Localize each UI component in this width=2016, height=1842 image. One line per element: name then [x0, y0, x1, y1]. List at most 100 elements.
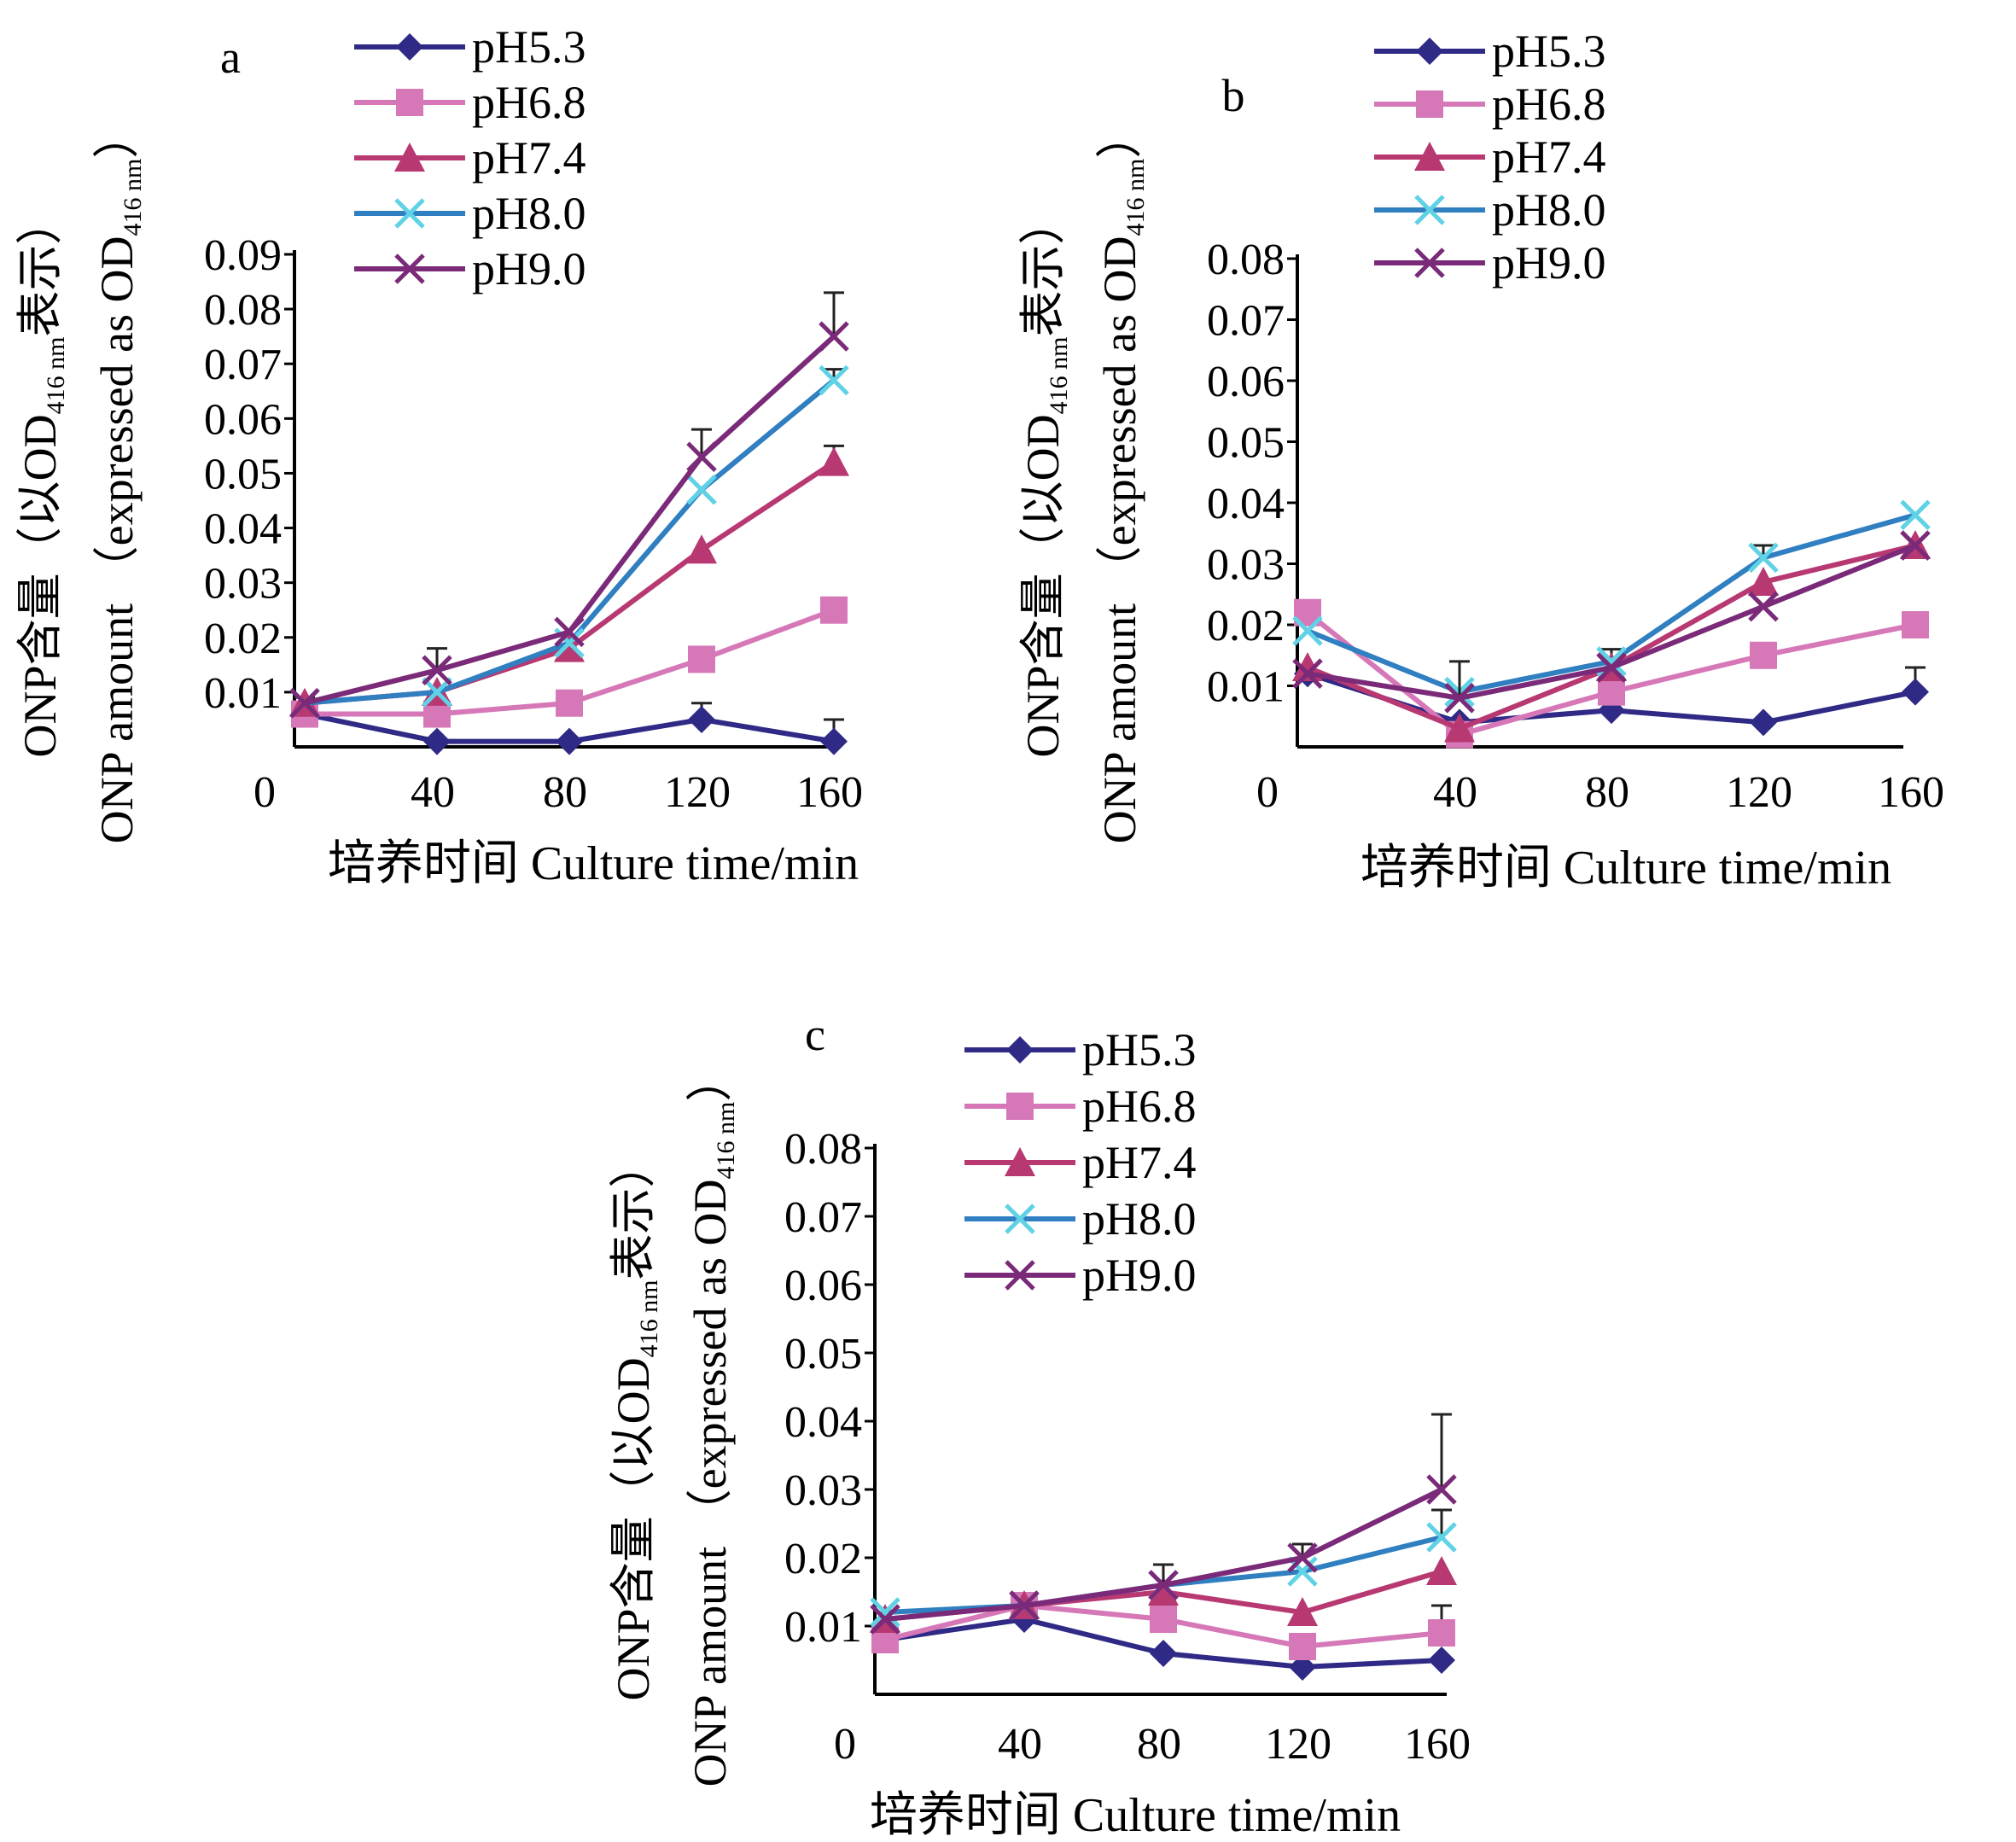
legend-item: pH7.4 — [1374, 131, 1606, 183]
legend-item: pH7.4 — [354, 132, 586, 184]
y-axis-label-cn: ONP含量（以OD416 nm表示） — [15, 199, 70, 758]
legend-item: pH6.8 — [1374, 79, 1606, 130]
legend-item: pH9.0 — [964, 1250, 1197, 1301]
legend-label: pH9.0 — [1082, 1250, 1197, 1301]
y-axis-label-subscript: 416 nm — [1122, 159, 1150, 236]
marker-stroke — [1426, 1474, 1457, 1505]
legend-item: pH5.3 — [1374, 26, 1606, 77]
data-point — [1902, 611, 1929, 638]
y-tick-label: 0.06 — [1207, 358, 1285, 406]
series-pH8-0 — [289, 364, 849, 719]
data-point — [1428, 1619, 1455, 1647]
x-tick-label: 160 — [796, 768, 863, 817]
marker-stroke — [1426, 1522, 1457, 1553]
y-axis-label-en: ONP amount （expressed as OD416 nm） — [91, 113, 147, 844]
data-point — [554, 632, 585, 662]
y-tick-label: 0.02 — [204, 615, 282, 663]
data-point — [1596, 652, 1627, 683]
data-point — [870, 1597, 900, 1628]
y-tick-label: 0.05 — [784, 1330, 862, 1379]
legend-marker — [1416, 90, 1443, 118]
y-axis-label-end: ） — [1094, 113, 1145, 159]
series-pH9-0 — [1292, 530, 1931, 714]
legend-label: pH9.0 — [1492, 237, 1606, 289]
data-point — [1148, 1577, 1179, 1606]
y-tick-label: 0.07 — [204, 341, 282, 389]
marker-stroke — [1900, 499, 1931, 531]
legend-marker — [1416, 38, 1443, 65]
legend-label: pH5.3 — [472, 21, 586, 73]
data-point — [1426, 1556, 1457, 1585]
marker-stroke — [1414, 248, 1445, 278]
data-point — [1444, 683, 1475, 714]
data-point — [820, 727, 848, 755]
legend-marker — [1414, 248, 1445, 278]
legend-item: pH5.3 — [354, 21, 586, 73]
panel-c: 0.01 0.02 0.03 0.04 0.05 0.06 0.07 0.08 0 40 80 120… — [608, 1009, 1471, 1842]
y-tick-label: 0.08 — [1207, 236, 1285, 284]
marker-stroke — [394, 254, 425, 284]
marker-stroke — [686, 441, 717, 472]
x-tick-label: 80 — [543, 768, 587, 817]
y-axis-label-end: ） — [91, 113, 143, 159]
data-point — [1292, 615, 1323, 646]
legend-item: pH5.3 — [964, 1024, 1197, 1075]
legend-marker — [396, 89, 423, 116]
legend-label: pH7.4 — [1492, 131, 1606, 183]
data-point — [1287, 1597, 1318, 1626]
x-tick-label: 40 — [1433, 768, 1477, 817]
panel-a: 0.01 0.02 0.03 0.04 0.05 0.06 0.07 0.08 0.09 0 40 8… — [15, 21, 863, 890]
marker-stroke — [1596, 652, 1627, 683]
legend-label: pH6.8 — [1492, 79, 1606, 130]
y-tick-label: 0.04 — [1207, 480, 1285, 528]
legend-item: pH6.8 — [354, 77, 586, 128]
legend-label: pH5.3 — [1492, 26, 1606, 77]
x-tick-label: 160 — [1404, 1720, 1471, 1769]
y-tick-label: 0.03 — [784, 1466, 862, 1515]
data-point — [686, 441, 717, 472]
x-axis-label: 培养时间 Culture time/min — [1361, 842, 1891, 895]
data-point — [1150, 1640, 1177, 1667]
data-point — [1748, 566, 1779, 596]
marker-stroke — [819, 364, 849, 396]
data-point — [1598, 678, 1625, 706]
y-axis-label-en: ONP amount （expressed as OD416 nm） — [685, 1056, 740, 1787]
data-point — [422, 655, 452, 686]
data-point — [1009, 1590, 1040, 1621]
y-tick-label: 0.09 — [204, 231, 282, 280]
legend-label: pH6.8 — [1082, 1081, 1197, 1132]
legend-marker — [394, 143, 425, 172]
marker-stroke — [1287, 1556, 1318, 1587]
y-axis-label-end: 表示） — [1017, 199, 1069, 337]
y-tick-label: 0.07 — [784, 1193, 862, 1242]
data-point — [870, 1604, 900, 1635]
data-point — [1750, 708, 1777, 737]
marker-stroke — [1287, 1542, 1318, 1573]
data-point — [1900, 499, 1931, 531]
data-point — [1428, 1647, 1455, 1674]
marker-stroke — [1148, 1570, 1179, 1600]
legend-marker — [396, 33, 423, 61]
marker-stroke — [870, 1597, 900, 1628]
x-tick-label: 0 — [834, 1720, 856, 1769]
data-point — [820, 596, 848, 624]
legend-item: pH9.0 — [354, 243, 586, 294]
legend-marker — [1006, 1036, 1034, 1064]
marker-stroke — [394, 198, 425, 229]
data-point — [686, 534, 717, 564]
panel-b: 0.01 0.02 0.03 0.04 0.05 0.06 0.07 0.08 0 40 80 120… — [1017, 26, 1944, 895]
x-tick-label: 160 — [1878, 768, 1944, 817]
marker-stroke — [1748, 542, 1779, 574]
series-pH9-0 — [870, 1413, 1457, 1635]
data-point — [688, 705, 715, 733]
series-pH7-4 — [289, 444, 849, 717]
marker-stroke — [554, 627, 585, 658]
panel-label: b — [1222, 70, 1245, 121]
legend-item: pH8.0 — [354, 188, 586, 239]
x-tick-label: 40 — [411, 768, 455, 817]
x-tick-label: 120 — [1265, 1720, 1331, 1769]
data-point — [1444, 713, 1475, 743]
legend-marker — [1414, 142, 1445, 171]
marker-stroke — [1444, 683, 1475, 714]
